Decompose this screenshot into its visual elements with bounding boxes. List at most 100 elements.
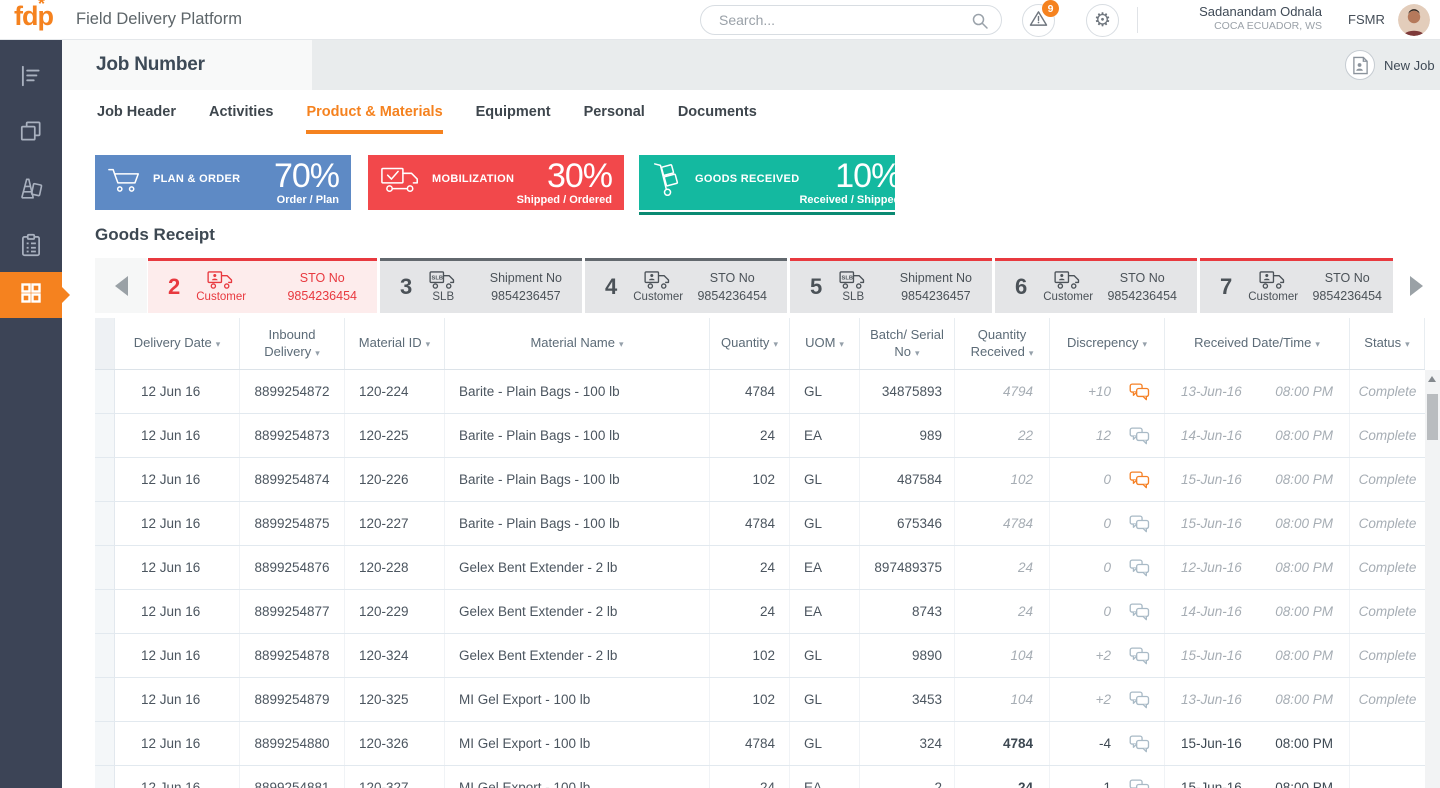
cell-received-time: 08:00 PM [1275,384,1333,399]
table-row[interactable]: 12 Jun 16 8899254880 120-326 MI Gel Expo… [95,722,1425,766]
shipment-card[interactable]: 2 SLB Customer STO No 9854236454 [148,258,377,313]
column-header[interactable]: Batch/ Serial No ▾ [860,318,955,369]
column-header[interactable]: Material ID ▾ [345,318,445,369]
new-job-button[interactable]: New Job [1345,50,1435,80]
table-scrollbar[interactable] [1425,370,1440,788]
shipment-card[interactable]: 7 SLB Customer STO No 9854236454 [1200,258,1393,313]
tab-item[interactable]: Job Header [97,90,176,134]
alerts-button[interactable]: 9 [1022,0,1059,37]
cell-inbound-delivery: 8899254880 [254,736,330,751]
table-row[interactable]: 12 Jun 16 8899254877 120-229 Gelex Bent … [95,590,1425,634]
shipment-card[interactable]: 5 SLB SLB Shipment No 9854236457 [790,258,992,313]
comments-icon[interactable] [1129,514,1150,533]
table-row[interactable]: 12 Jun 16 8899254879 120-325 MI Gel Expo… [95,678,1425,722]
scrollbar-thumb[interactable] [1427,394,1438,440]
job-bar: Job Number #J.16.001617 New Job [62,40,1440,125]
column-header[interactable]: Quantity ▾ [710,318,790,369]
table-row[interactable]: 12 Jun 16 8899254872 120-224 Barite - Pl… [95,370,1425,414]
shipment-ref-label: STO No [709,270,755,285]
sidebar-item-activity-log[interactable] [0,56,62,100]
carousel-next-button[interactable] [1393,258,1440,313]
column-header[interactable]: Quantity Received ▾ [955,318,1050,369]
column-header[interactable]: Delivery Date ▾ [115,318,240,369]
cell-batch-serial: 2 [934,780,942,788]
column-header-label: Inbound Delivery [264,326,316,359]
cell-status: Complete [1358,604,1417,619]
tab-item[interactable]: Activities [209,90,273,134]
cell-material-id: 120-229 [359,604,409,619]
tab-item[interactable]: Documents [678,90,757,134]
settings-button[interactable]: ⚙ [1086,4,1119,37]
user-name: Sadanandam Odnala [1199,4,1322,19]
table-row[interactable]: 12 Jun 16 8899254874 120-226 Barite - Pl… [95,458,1425,502]
sort-caret-icon: ▾ [1028,347,1034,358]
cell-quantity: 4784 [744,736,775,751]
sidebar-item-dashboard[interactable] [0,272,70,318]
tab-label: Documents [677,104,757,120]
kpi-plan-order[interactable]: PLAN & ORDER 70% Order / Plan [95,155,351,210]
cell-uom: EA [804,560,823,575]
comments-icon[interactable] [1129,734,1150,753]
shipment-card[interactable]: 6 SLB Customer STO No 9854236454 [995,258,1197,313]
comments-icon[interactable] [1129,646,1150,665]
cell-material-id: 120-226 [359,472,409,487]
cell-delivery-date: 12 Jun 16 [141,648,201,663]
column-header-label: Quantity [721,335,770,351]
cell-discrepancy-value: 12 [1095,428,1111,443]
cell-batch-serial: 324 [919,736,942,751]
shipment-ref-label: Shipment No [489,270,562,285]
comments-icon[interactable] [1129,426,1150,445]
search-input[interactable] [719,7,959,33]
tab-item[interactable]: Personal [584,90,645,134]
table-row[interactable]: 12 Jun 16 8899254875 120-227 Barite - Pl… [95,502,1425,546]
row-gutter-cell [95,370,115,413]
table-row[interactable]: 12 Jun 16 8899254881 120-327 MI Gel Expo… [95,766,1425,788]
table-row[interactable]: 12 Jun 16 8899254873 120-225 Barite - Pl… [95,414,1425,458]
cell-material-name: Barite - Plain Bags - 100 lb [459,428,620,443]
carousel-prev-button[interactable] [95,258,147,313]
sidebar-item-wellsite[interactable] [0,168,62,212]
shipment-card[interactable]: 3 SLB SLB Shipment No 9854236457 [380,258,582,313]
sidebar-item-documents[interactable] [0,111,62,155]
user-menu[interactable]: Sadanandam Odnala COCA ECUADOR, WS [1150,4,1322,32]
comments-icon[interactable] [1129,382,1150,401]
comments-icon[interactable] [1129,558,1150,577]
cell-status: Complete [1358,428,1417,443]
kpi-mobilization[interactable]: MOBILIZATION 30% Shipped / Ordered [368,155,624,210]
comments-icon[interactable] [1129,602,1150,621]
shipment-card-number: 6 [1015,274,1028,299]
column-header[interactable]: Inbound Delivery ▾ [240,318,345,369]
tab-item[interactable]: Equipment [476,90,551,134]
comments-icon[interactable] [1129,470,1150,489]
column-header[interactable]: Discrepency ▾ [1050,318,1165,369]
table-row[interactable]: 12 Jun 16 8899254876 120-228 Gelex Bent … [95,546,1425,590]
job-number-tab[interactable]: Job Number #J.16.001617 [62,40,312,125]
cell-discrepancy-value: +2 [1095,692,1111,707]
column-header[interactable]: Material Name ▾ [445,318,710,369]
cell-discrepancy-value: 0 [1103,516,1111,531]
table-row[interactable]: 12 Jun 16 8899254878 120-324 Gelex Bent … [95,634,1425,678]
column-header[interactable]: ▾ [95,318,115,369]
cell-delivery-date: 12 Jun 16 [141,604,201,619]
column-header[interactable]: Status ▾ [1350,318,1425,369]
fdp-logo[interactable]: fdp [14,0,54,32]
shipment-card[interactable]: 4 SLB Customer STO No 9854236454 [585,258,787,313]
column-header[interactable]: UOM ▾ [790,318,860,369]
grid-icon [19,281,43,310]
shipment-ref-value: 9854236454 [1107,289,1177,303]
cell-uom: GL [804,472,823,487]
cell-batch-serial: 34875893 [881,384,942,399]
cell-received-time: 08:00 PM [1275,780,1333,788]
avatar[interactable] [1398,4,1430,36]
comments-icon[interactable] [1129,690,1150,709]
cell-quantity-received: 104 [1010,648,1033,663]
column-header[interactable]: Received Date/Time ▾ [1165,318,1350,369]
scroll-up-icon[interactable] [1428,376,1436,382]
search-icon[interactable] [971,12,989,35]
tab-item[interactable]: Product & Materials [306,90,443,134]
sidebar-item-checklist[interactable] [0,225,62,269]
cell-quantity-received: 102 [1010,472,1033,487]
tab-label: Personal [583,104,645,120]
comments-icon[interactable] [1129,778,1150,788]
kpi-goods-received[interactable]: GOODS RECEIVED 10% Received / Shipped [639,155,901,210]
